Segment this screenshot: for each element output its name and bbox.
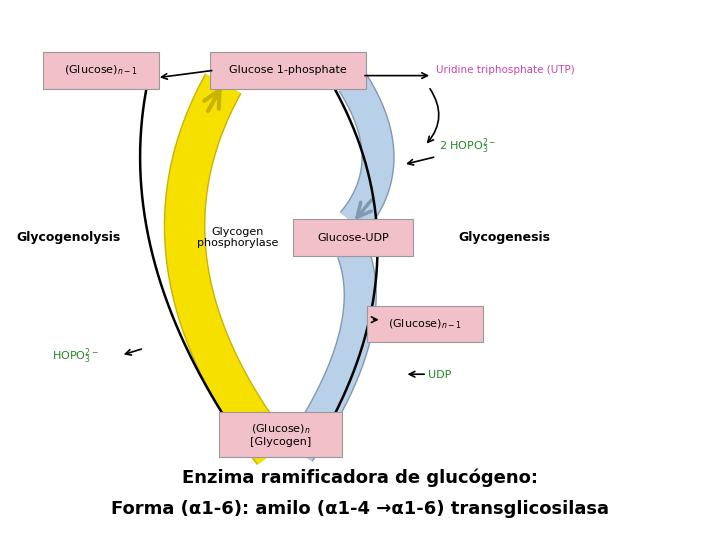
Text: Glucose-UDP: Glucose-UDP xyxy=(317,233,389,242)
Text: Forma (α1-6): amilo (α1-4 →α1-6) transglicosilasa: Forma (α1-6): amilo (α1-4 →α1-6) transgl… xyxy=(111,500,609,518)
Text: (Glucose)$_{n-1}$: (Glucose)$_{n-1}$ xyxy=(388,317,462,331)
FancyBboxPatch shape xyxy=(293,219,413,256)
FancyBboxPatch shape xyxy=(366,306,482,342)
Text: HOPO$_3^{2-}$: HOPO$_3^{2-}$ xyxy=(52,347,99,366)
FancyBboxPatch shape xyxy=(210,52,366,89)
Text: Glycogenesis: Glycogenesis xyxy=(458,231,550,244)
Text: Glycogen
phosphorylase: Glycogen phosphorylase xyxy=(197,227,279,248)
Text: Glycogenolysis: Glycogenolysis xyxy=(17,231,120,244)
FancyBboxPatch shape xyxy=(220,412,343,457)
Text: Enzima ramificadora de glucógeno:: Enzima ramificadora de glucógeno: xyxy=(182,469,538,487)
Text: Glucose 1-phosphate: Glucose 1-phosphate xyxy=(229,65,347,75)
Text: (Glucose)$_{n-1}$: (Glucose)$_{n-1}$ xyxy=(64,63,138,77)
Text: 2 HOPO$_3^{2-}$: 2 HOPO$_3^{2-}$ xyxy=(439,136,497,156)
Text: (Glucose)$_n$
[Glycogen]: (Glucose)$_n$ [Glycogen] xyxy=(250,422,312,447)
FancyBboxPatch shape xyxy=(43,52,158,89)
Text: Uridine triphosphate (UTP): Uridine triphosphate (UTP) xyxy=(436,65,575,75)
Text: UDP: UDP xyxy=(428,370,451,380)
